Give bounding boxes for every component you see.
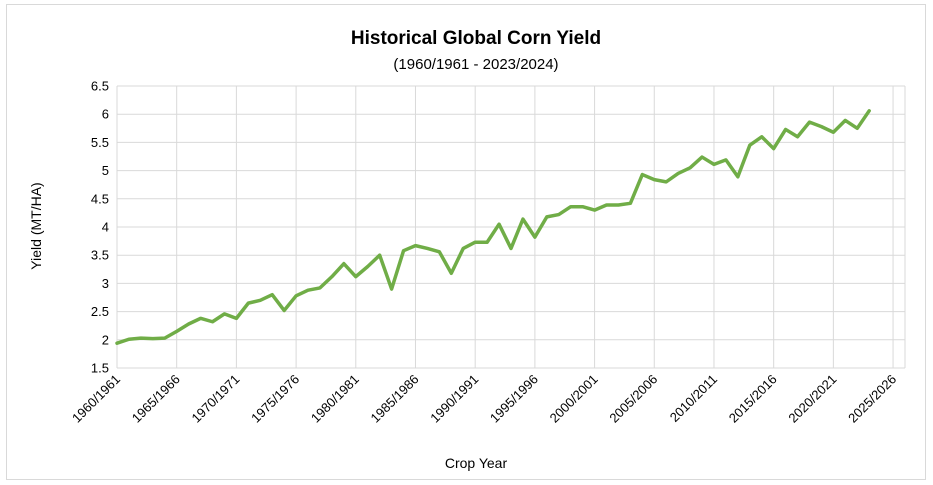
- x-tick-label: 1965/1966: [129, 372, 183, 426]
- x-tick-label: 1990/1991: [427, 372, 481, 426]
- y-tick-label: 2: [102, 332, 109, 347]
- chart-title: Historical Global Corn Yield: [351, 28, 601, 49]
- x-tick-label: 2025/2026: [845, 372, 899, 426]
- y-tick-label: 5.5: [91, 135, 109, 150]
- x-tick-label: 1980/1981: [308, 372, 362, 426]
- y-tick-label: 2.5: [91, 304, 109, 319]
- x-tick-label: 2005/2006: [606, 372, 660, 426]
- x-axis-label: Crop Year: [445, 455, 508, 471]
- x-tick-label: 1995/1996: [487, 372, 541, 426]
- x-tick-label: 1975/1976: [248, 372, 302, 426]
- x-tick-label: 1985/1986: [368, 372, 422, 426]
- y-axis-ticks: 1.5 2 2.5 3 3.5 4 4.5 5 5.5 6 6.5: [91, 79, 109, 376]
- series-line-corn-yield: [115, 109, 871, 345]
- y-tick-label: 4: [102, 220, 109, 235]
- y-tick-label: 3: [102, 276, 109, 291]
- y-tick-label: 5: [102, 163, 109, 178]
- x-tick-label: 2020/2021: [785, 372, 839, 426]
- y-axis-label: Yield (MT/HA): [28, 182, 44, 269]
- x-axis-ticks: 1960/1961 1965/1966 1970/1971 1975/1976 1980…: [69, 372, 899, 426]
- chart-frame: [6, 4, 926, 480]
- x-tick-label: 2010/2011: [667, 372, 720, 425]
- x-tick-label: 2000/2001: [547, 372, 601, 426]
- y-tick-label: 1.5: [91, 361, 109, 376]
- x-tick-label: 1970/1971: [188, 372, 242, 426]
- y-tick-label: 3.5: [91, 248, 109, 263]
- y-tick-label: 6.5: [91, 79, 109, 94]
- x-tick-label: 1960/1961: [69, 372, 123, 426]
- y-tick-label: 6: [102, 107, 109, 122]
- x-tick-label: 2015/2016: [726, 372, 780, 426]
- gridlines: [116, 85, 906, 369]
- chart-subtitle: (1960/1961 - 2023/2024): [393, 56, 558, 73]
- y-tick-label: 4.5: [91, 191, 109, 206]
